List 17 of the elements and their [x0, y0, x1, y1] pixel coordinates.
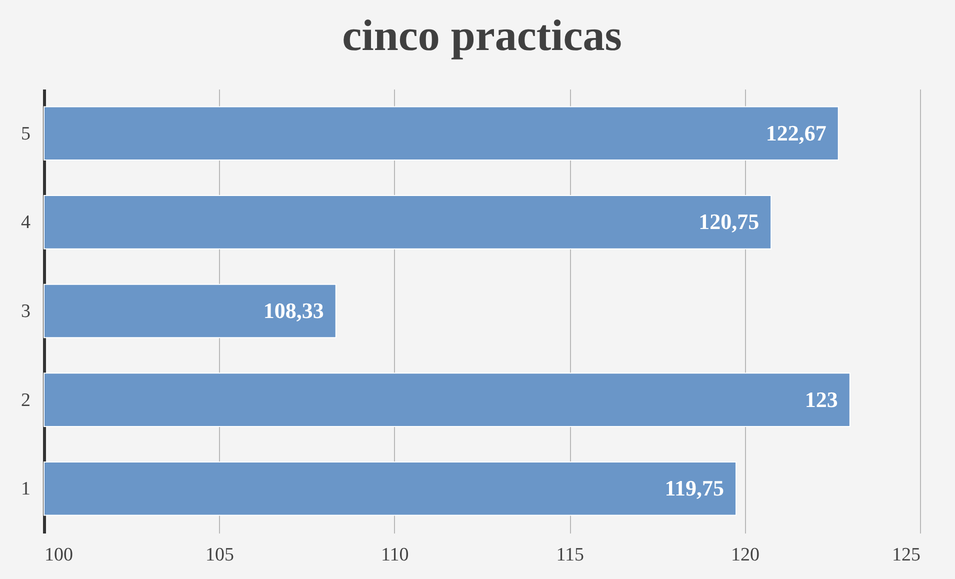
data-label: 120,75 [698, 209, 760, 234]
y-tick-label: 5 [21, 123, 30, 144]
data-label: 119,75 [664, 476, 724, 501]
data-label: 108,33 [263, 298, 324, 323]
x-tick-label: 120 [731, 544, 760, 566]
x-tick-label: 100 [44, 544, 73, 566]
y-tick-label: 3 [21, 301, 30, 322]
x-tick-label: 110 [381, 544, 409, 566]
x-tick-label: 115 [556, 544, 584, 566]
y-tick-label: 1 [21, 478, 30, 500]
y-tick-label: 2 [21, 390, 30, 411]
data-label: 123 [804, 386, 838, 412]
chart-title: cinco practicas [342, 11, 622, 60]
x-tick-label: 105 [205, 544, 234, 566]
y-tick-label: 4 [21, 212, 31, 234]
data-label: 122,67 [766, 120, 826, 146]
x-tick-label: 125 [892, 544, 920, 566]
